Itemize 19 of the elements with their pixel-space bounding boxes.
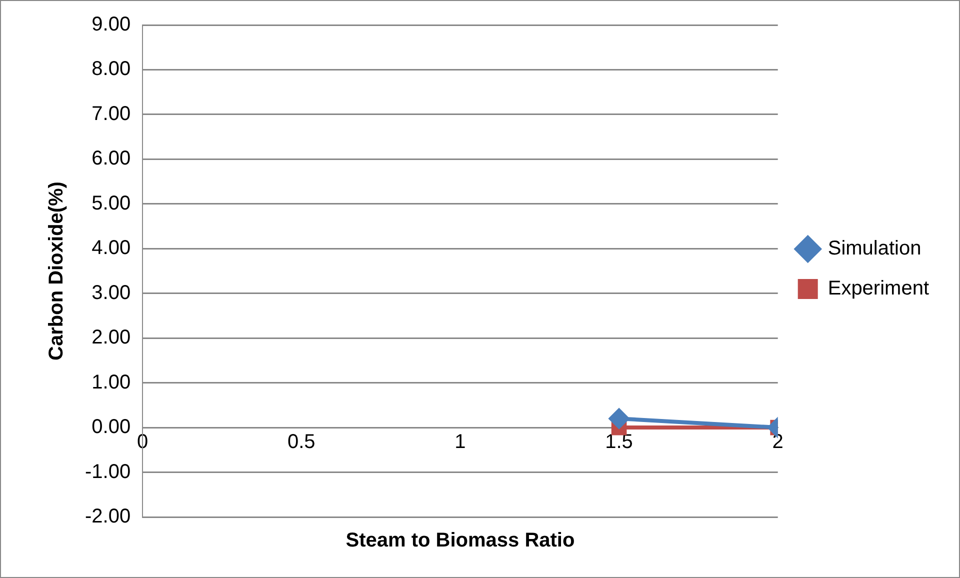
y-tick-label: 2.00: [92, 326, 131, 349]
y-tick-label: 8.00: [92, 58, 131, 80]
legend-label: Simulation: [828, 238, 922, 260]
x-tick-label: 0.5: [287, 431, 316, 454]
y-tick-label: -2.00: [84, 506, 131, 528]
y-axis-title: Carbon Dioxide(%): [46, 182, 68, 360]
y-tick-label: 7.00: [92, 102, 131, 125]
y-tick-label: -1.00: [84, 460, 131, 483]
x-tick-label: 1: [454, 431, 466, 454]
legend-label: Experiment: [828, 278, 930, 300]
y-tick-label: 1.00: [92, 371, 131, 394]
x-tick-label: 1.5: [605, 431, 633, 454]
y-tick-label: 3.00: [92, 282, 131, 304]
y-tick-label: 4.00: [92, 237, 131, 260]
y-tick-label: 0.00: [92, 416, 131, 438]
y-tick-label: 5.00: [92, 192, 131, 214]
y-tick-label: 9.00: [92, 14, 131, 36]
x-axis-title: Steam to Biomass Ratio: [346, 530, 575, 552]
y-tick-label: 6.00: [92, 148, 131, 170]
